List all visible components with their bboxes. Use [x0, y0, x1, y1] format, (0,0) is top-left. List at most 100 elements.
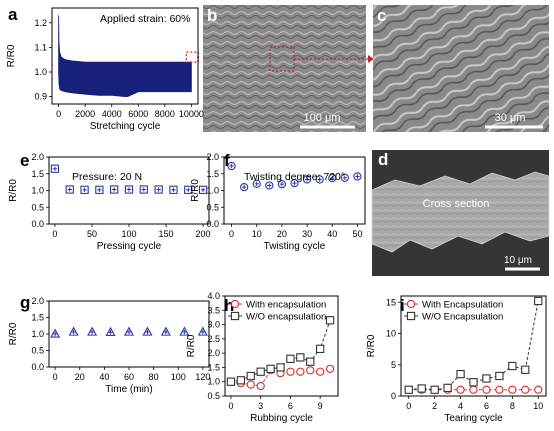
- y-tick-label-i-3: 15: [386, 297, 396, 307]
- x-tick-label-e-0: 0: [52, 229, 57, 239]
- data-point-h-1-10: [325, 316, 335, 325]
- x-tick-label-g-0: 0: [53, 372, 58, 382]
- x-tick-label-i-1: 2: [432, 401, 437, 411]
- y-axis-label-a: R/R0: [6, 44, 17, 67]
- data-point-i-1-6: [482, 374, 491, 383]
- y-tick-label-a-1: 1.0: [34, 67, 47, 77]
- x-tick-label-e-1: 50: [87, 229, 97, 239]
- sem-image-b: 100 μm: [203, 5, 374, 132]
- panel-label-d: d: [378, 150, 388, 169]
- x-tick-label-e-4: 200: [196, 229, 211, 239]
- data-point-i-1-8: [508, 361, 517, 371]
- data-point-h-1-9: [316, 344, 325, 354]
- zoom-box-a: [185, 51, 199, 63]
- x-tick-label-f-4: 40: [327, 229, 337, 239]
- chart-a: 0 2000 4000 6000 8000 10000 0.9 1.0 1.1 1.2 Stretc…: [6, 7, 204, 132]
- y-tick-label-i-2: 10: [386, 329, 396, 339]
- x-tick-label-i-3: 6: [484, 401, 489, 411]
- data-point-i-0-4: [456, 385, 465, 394]
- x-tick-label-g-6: 120: [195, 372, 210, 382]
- cross-section-film: [371, 171, 550, 253]
- y-axis-label-i: R/R0: [366, 334, 377, 357]
- data-point-i-0-6: [482, 385, 491, 394]
- data-point-i-0-5: [469, 385, 478, 394]
- legend-label-i-0: With Encapsulation: [422, 300, 503, 311]
- y-tick-label-a-0: 0.9: [34, 92, 47, 102]
- x-tick-label-g-1: 20: [75, 372, 85, 382]
- data-point-h-0-9: [316, 367, 325, 376]
- chart-e: 0 50 100 150 200 0.0 0.5 1.0 1.5 2.0 Pressing cycl…: [8, 152, 211, 252]
- data-point-h-1-8: [306, 357, 315, 366]
- x-axis-label-f: Twisting cycle: [264, 241, 326, 252]
- legend-marker-i-0: [406, 299, 416, 309]
- legend-label-i-1: W/O Encapsulation: [422, 312, 503, 323]
- cross-section-caption: Cross section: [423, 198, 490, 210]
- panel-label-i: i: [400, 296, 405, 315]
- y-tick-label-f-1: 0.5: [206, 202, 219, 212]
- y-tick-label-h-6: 3.5: [207, 305, 220, 315]
- y-tick-label-g-3: 1.5: [31, 313, 44, 323]
- data-point-i-1-5: [469, 378, 478, 387]
- data-point-h-0-8: [306, 366, 315, 375]
- x-tick-label-i-0: 0: [406, 401, 411, 411]
- data-point-h-1-7: [296, 353, 305, 362]
- x-tick-label-a-5: 10000: [179, 109, 204, 119]
- chart-g: 0 20 40 60 80 100 120 0.0 0.5 1.0 1.5 2.0 Time (min)…: [8, 296, 210, 395]
- x-tick-label-a-1: 2000: [75, 109, 95, 119]
- y-tick-label-f-2: 1.0: [206, 186, 219, 196]
- data-point-i-1-3: [443, 383, 452, 393]
- x-tick-label-a-2: 4000: [102, 109, 122, 119]
- plot-frame-h: [224, 295, 339, 397]
- data-point-h-0-2: [246, 380, 255, 389]
- data-point-h-1-2: [246, 371, 255, 381]
- x-tick-label-f-5: 50: [352, 229, 362, 239]
- data-point-h-1-5: [276, 363, 285, 372]
- x-axis-label-e: Pressing cycle: [97, 241, 162, 252]
- x-axis-label-i: Tearing cycle: [444, 413, 503, 424]
- x-tick-label-i-4: 8: [510, 401, 515, 411]
- annotation-a: Applied strain: 60%: [100, 13, 190, 25]
- arrow-head-b-c: [368, 55, 374, 63]
- x-tick-label-f-1: 10: [252, 229, 262, 239]
- data-point-h-0-10: [325, 364, 335, 374]
- data-band-a: [58, 15, 192, 97]
- panel-label-h: h: [224, 296, 234, 315]
- legend-marker-h-0: [230, 299, 240, 309]
- chart-h: 0 3 6 9 0.5 1.0 1.5 2.0 2.5 3.0 3.5 4.0 Rubbing cycl…: [186, 291, 339, 424]
- y-tick-label-h-2: 1.5: [207, 362, 220, 372]
- x-tick-label-a-3: 6000: [128, 109, 148, 119]
- x-tick-label-h-3: 9: [318, 401, 323, 411]
- x-tick-label-h-1: 3: [258, 401, 263, 411]
- y-tick-label-h-3: 2.0: [207, 348, 220, 358]
- annotation-e: Pressure: 20 N: [72, 171, 142, 183]
- legend-marker-i-1: [406, 311, 416, 321]
- y-tick-label-e-3: 1.5: [31, 169, 44, 179]
- data-point-h-0-7: [296, 367, 305, 376]
- y-axis-label-f: R/R0: [190, 179, 201, 202]
- data-point-i-0-10: [534, 385, 543, 394]
- x-tick-label-g-4: 80: [149, 372, 159, 382]
- y-tick-label-e-2: 1.0: [31, 186, 44, 196]
- legend-marker-h-1: [230, 311, 240, 321]
- x-tick-label-f-0: 0: [229, 229, 234, 239]
- data-point-h-1-6: [286, 354, 295, 364]
- y-tick-label-f-4: 2.0: [206, 152, 219, 162]
- panel-label-c: c: [377, 6, 386, 25]
- data-point-h-1-1: [236, 376, 246, 385]
- data-point-i-1-7: [495, 371, 504, 381]
- chart-i: 0 2 4 6 8 10 0 5 10 15 Tearing cycle R/R0 With Encap…: [366, 295, 547, 424]
- legend-label-h-0: With encapsulation: [246, 300, 326, 311]
- y-axis-label-h: R/R0: [186, 334, 197, 357]
- x-tick-label-h-2: 6: [288, 401, 293, 411]
- sem-image-d: Cross section 10 μm: [371, 150, 550, 276]
- data-point-i-1-0: [404, 385, 413, 394]
- x-tick-label-a-4: 8000: [155, 109, 175, 119]
- x-tick-label-f-3: 30: [302, 229, 312, 239]
- series-line-i-1: [408, 300, 539, 391]
- y-tick-label-h-5: 3.0: [207, 320, 220, 330]
- y-tick-label-i-1: 5: [391, 360, 396, 370]
- y-tick-label-g-2: 1.0: [31, 329, 44, 339]
- x-tick-label-g-5: 100: [171, 372, 186, 382]
- chart-area: 0 2000 4000 6000 8000 100000.91.01.11.2Stretc…: [6, 7, 547, 424]
